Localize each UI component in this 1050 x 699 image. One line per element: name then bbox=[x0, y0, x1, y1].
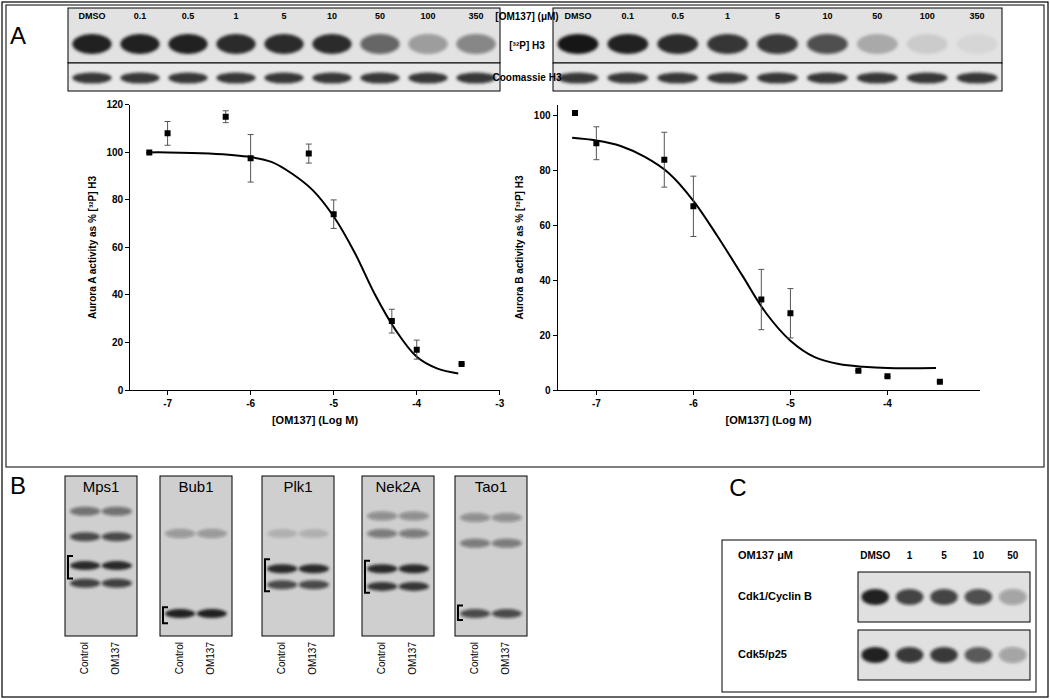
svg-text:Bub1: Bub1 bbox=[178, 478, 213, 495]
svg-text:0.5: 0.5 bbox=[671, 11, 684, 21]
svg-text:-4: -4 bbox=[883, 398, 892, 409]
svg-text:-6: -6 bbox=[689, 398, 698, 409]
svg-text:350: 350 bbox=[468, 11, 483, 21]
svg-text:OM137: OM137 bbox=[500, 642, 511, 675]
svg-text:OM137: OM137 bbox=[407, 642, 418, 675]
svg-text:1: 1 bbox=[725, 11, 730, 21]
svg-text:-4: -4 bbox=[412, 398, 421, 409]
svg-text:OM137 μM: OM137 μM bbox=[738, 549, 793, 561]
svg-text:5: 5 bbox=[281, 11, 286, 21]
svg-text:Control: Control bbox=[276, 642, 287, 674]
svg-text:Cdk5/p25: Cdk5/p25 bbox=[738, 648, 787, 660]
svg-text:Control: Control bbox=[174, 642, 185, 674]
svg-text:Cdk1/Cyclin B: Cdk1/Cyclin B bbox=[738, 590, 812, 602]
svg-text:B: B bbox=[10, 472, 26, 499]
svg-text:Plk1: Plk1 bbox=[283, 478, 312, 495]
svg-text:[OM137] (Log M): [OM137] (Log M) bbox=[272, 414, 358, 426]
svg-text:OM137: OM137 bbox=[110, 642, 121, 675]
svg-text:0.1: 0.1 bbox=[134, 11, 147, 21]
svg-text:-3: -3 bbox=[495, 398, 504, 409]
svg-text:50: 50 bbox=[872, 11, 882, 21]
svg-text:100: 100 bbox=[420, 11, 435, 21]
svg-text:Coomassie H3: Coomassie H3 bbox=[493, 72, 562, 83]
svg-text:-5: -5 bbox=[329, 398, 338, 409]
svg-text:0: 0 bbox=[545, 385, 551, 396]
svg-text:10: 10 bbox=[327, 11, 337, 21]
svg-text:DMSO: DMSO bbox=[860, 550, 890, 561]
svg-text:60: 60 bbox=[112, 242, 124, 253]
svg-text:-7: -7 bbox=[163, 398, 172, 409]
svg-text:80: 80 bbox=[112, 194, 124, 205]
svg-text:Nek2A: Nek2A bbox=[375, 478, 420, 495]
svg-text:-6: -6 bbox=[246, 398, 255, 409]
svg-text:0: 0 bbox=[118, 385, 124, 396]
svg-text:-7: -7 bbox=[592, 398, 601, 409]
svg-text:Aurora A activity as % [³²P] H: Aurora A activity as % [³²P] H3 bbox=[87, 175, 98, 319]
svg-text:C: C bbox=[729, 474, 746, 501]
svg-text:Mps1: Mps1 bbox=[83, 478, 120, 495]
svg-text:OM137: OM137 bbox=[307, 642, 318, 675]
svg-text:10: 10 bbox=[973, 550, 985, 561]
svg-text:Control: Control bbox=[469, 642, 480, 674]
svg-text:Control: Control bbox=[79, 642, 90, 674]
svg-text:350: 350 bbox=[970, 11, 985, 21]
svg-text:0.5: 0.5 bbox=[182, 11, 195, 21]
svg-text:50: 50 bbox=[375, 11, 385, 21]
svg-text:[OM137] (Log M): [OM137] (Log M) bbox=[726, 414, 812, 426]
svg-text:Control: Control bbox=[376, 642, 387, 674]
svg-text:[³²P] H3: [³²P] H3 bbox=[509, 40, 545, 51]
svg-text:Aurora B activity as % [³²P] H: Aurora B activity as % [³²P] H3 bbox=[514, 175, 525, 319]
svg-text:40: 40 bbox=[112, 289, 124, 300]
svg-text:20: 20 bbox=[539, 330, 551, 341]
svg-text:20: 20 bbox=[112, 337, 124, 348]
svg-text:100: 100 bbox=[107, 147, 124, 158]
svg-text:Tao1: Tao1 bbox=[475, 478, 508, 495]
svg-text:DMSO: DMSO bbox=[79, 11, 106, 21]
svg-text:5: 5 bbox=[775, 11, 780, 21]
svg-text:1: 1 bbox=[233, 11, 238, 21]
svg-text:10: 10 bbox=[822, 11, 832, 21]
svg-text:0.1: 0.1 bbox=[622, 11, 635, 21]
svg-text:60: 60 bbox=[539, 220, 551, 231]
svg-text:50: 50 bbox=[1007, 550, 1019, 561]
svg-text:5: 5 bbox=[941, 550, 947, 561]
svg-text:[OM137] (μM): [OM137] (μM) bbox=[495, 11, 558, 22]
svg-text:100: 100 bbox=[920, 11, 935, 21]
svg-text:1: 1 bbox=[907, 550, 913, 561]
svg-text:A: A bbox=[10, 22, 26, 49]
svg-text:120: 120 bbox=[107, 99, 124, 110]
svg-text:DMSO: DMSO bbox=[564, 11, 591, 21]
svg-text:80: 80 bbox=[539, 165, 551, 176]
svg-text:OM137: OM137 bbox=[205, 642, 216, 675]
svg-text:100: 100 bbox=[534, 110, 551, 121]
svg-text:40: 40 bbox=[539, 275, 551, 286]
svg-text:-5: -5 bbox=[786, 398, 795, 409]
